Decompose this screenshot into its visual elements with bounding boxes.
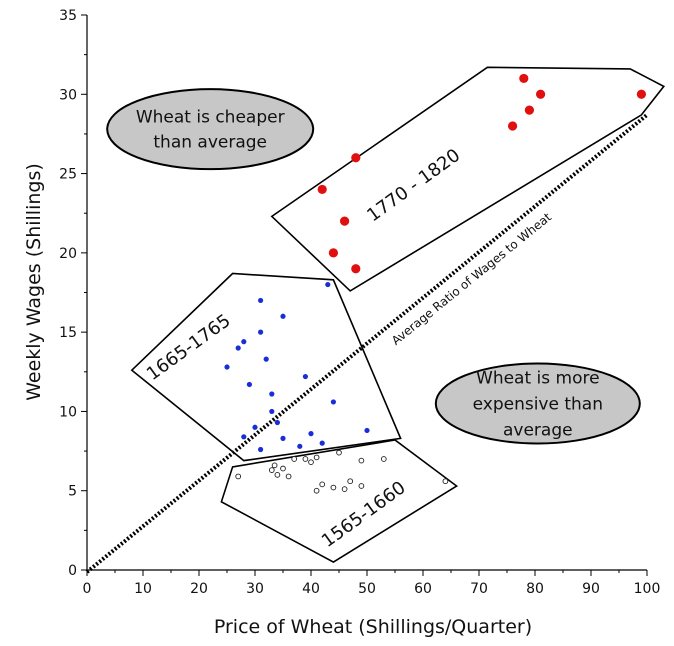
y-tick-label: 20	[59, 246, 77, 262]
x-tick-label: 90	[582, 581, 600, 597]
data-point	[274, 419, 280, 426]
reference-line-label: Average Ratio of Wages to Wheat	[389, 210, 554, 348]
x-tick-label: 80	[526, 581, 544, 597]
data-point	[325, 281, 331, 288]
x-tick-label: 70	[470, 581, 488, 597]
data-point	[241, 434, 247, 440]
data-point	[280, 313, 286, 319]
data-point	[341, 486, 348, 492]
data-point	[351, 153, 361, 163]
data-point	[271, 462, 278, 469]
region-hull-3	[220, 439, 459, 564]
y-tick-label: 30	[59, 87, 77, 103]
data-point	[308, 431, 314, 437]
data-point	[313, 454, 320, 461]
data-point	[285, 473, 292, 480]
callout-expensive	[434, 362, 641, 445]
y-axis-title: Weekly Wages (Shillings)	[23, 163, 45, 401]
data-point	[269, 391, 275, 397]
data-point	[636, 89, 647, 99]
data-point	[328, 248, 338, 258]
data-point	[340, 216, 350, 226]
x-tick-label: 20	[190, 581, 208, 597]
data-point	[330, 399, 336, 405]
x-tick-label: 50	[358, 581, 376, 597]
data-point	[258, 297, 264, 304]
y-tick-label: 35	[59, 8, 77, 24]
y-tick-label: 15	[59, 325, 77, 341]
reference-line-layer	[85, 113, 649, 574]
callout-expensive-line: average	[503, 421, 573, 441]
data-point	[235, 345, 241, 351]
x-tick-label: 30	[246, 581, 264, 597]
data-point	[291, 456, 298, 462]
data-point	[380, 456, 387, 462]
data-point	[258, 446, 264, 453]
x-tick-label: 40	[302, 581, 320, 597]
data-point	[246, 381, 252, 388]
data-point	[358, 483, 365, 489]
callout-cheaper-line: Wheat is cheaper	[136, 108, 285, 128]
region-hull-2	[130, 272, 402, 462]
data-point	[274, 472, 281, 478]
data-point	[319, 481, 326, 488]
data-point	[519, 73, 529, 84]
region-label-2: 1665-1765	[143, 310, 235, 385]
data-point	[280, 435, 286, 441]
data-point	[319, 440, 325, 446]
y-tick-label: 10	[59, 404, 77, 420]
region-label-1: 1770 - 1820	[363, 145, 464, 226]
data-point	[269, 408, 275, 415]
data-point	[252, 424, 258, 430]
data-point	[507, 121, 518, 131]
data-point	[442, 478, 449, 485]
x-tick-label: 0	[83, 581, 92, 597]
data-point	[224, 364, 230, 370]
y-tick-label: 5	[68, 484, 77, 500]
data-point	[280, 465, 286, 472]
data-point	[524, 105, 535, 115]
y-tick-label: 0	[68, 563, 77, 579]
x-tick-label: 100	[634, 581, 661, 597]
callout-cheaper-line: than average	[153, 133, 267, 153]
callouts-layer: Wheat is cheaper than average Wheat is mor…	[106, 88, 641, 445]
region-hull-1	[270, 66, 666, 292]
points-layer	[224, 73, 647, 494]
data-point	[302, 456, 309, 462]
axes-layer: 0 10 20 30 40 50 60 70 80 90 100 0 5 10 15 20 25 30 35	[59, 8, 660, 597]
callout-cheaper	[106, 88, 315, 171]
data-point	[364, 427, 370, 434]
data-point	[263, 356, 269, 362]
data-point	[308, 459, 314, 466]
data-point	[258, 329, 264, 335]
data-point	[297, 443, 303, 449]
x-tick-label: 10	[134, 581, 152, 597]
data-point	[536, 89, 546, 99]
callout-expensive-line: expensive than	[473, 395, 603, 415]
data-point	[330, 484, 337, 491]
data-point	[313, 487, 320, 494]
data-point	[235, 473, 242, 480]
data-point	[358, 457, 365, 464]
x-tick-label: 60	[414, 581, 432, 597]
data-point	[302, 373, 308, 380]
data-point	[347, 478, 354, 485]
data-point	[336, 449, 342, 456]
regions-layer	[130, 66, 666, 564]
data-point	[241, 339, 247, 345]
callout-expensive-line: Wheat is more	[476, 369, 600, 389]
data-point	[268, 467, 275, 473]
data-point	[317, 184, 327, 195]
data-point	[351, 264, 361, 274]
reference-line	[85, 113, 649, 574]
x-axis-title: Price of Wheat (Shillings/Quarter)	[214, 616, 532, 638]
y-tick-label: 25	[59, 167, 77, 183]
